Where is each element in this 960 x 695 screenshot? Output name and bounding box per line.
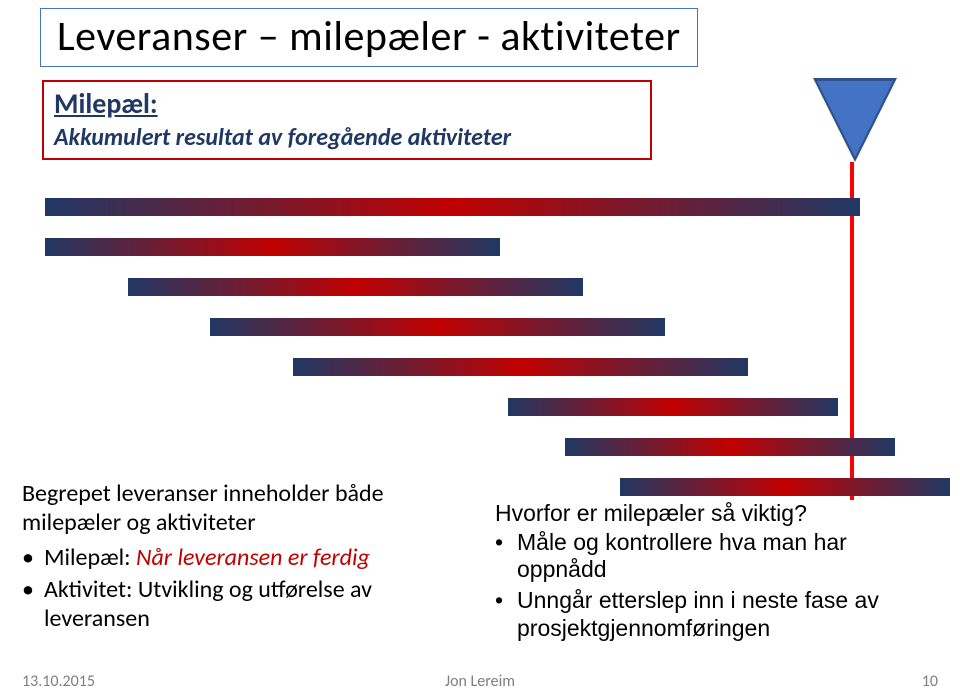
right-bullet2-text: Unngår etterslep inn i neste fase av pro… [517,587,940,641]
milestone-callout-box: Milepæl: Akkumulert resultat av foregåen… [42,80,652,160]
left-bullet-1: • Milepæl: Når leveransen er ferdig [22,544,462,573]
bullet1-italic: Når leveransen er ferdig [136,543,370,572]
right-intro: Hvorfor er milepæler så viktig? [495,500,940,527]
bullet2-text: Aktivitet: Utvikling og utførelse av lev… [44,576,462,634]
right-text-block: Hvorfor er milepæler så viktig? • Måle o… [495,500,940,646]
left-intro: Begrepet leveranser inneholder både mile… [22,480,462,538]
slide-title: Leveranser – milepæler - aktiviteter [57,11,681,62]
title-box: Leveranser – milepæler - aktiviteter [40,8,698,67]
callout-subtitle: Akkumulert resultat av foregående aktivi… [54,123,640,152]
right-bullet1-text: Måle og kontrollere hva man har oppnådd [517,529,940,583]
slide-footer: 13.10.2015 Jon Lereim 10 [22,672,938,691]
left-bullet-2: • Aktivitet: Utvikling og utførelse av l… [22,576,462,634]
gantt-bar-4 [210,318,665,336]
slide: Leveranser – milepæler - aktiviteter Mil… [0,0,960,695]
right-bullet-1: • Måle og kontrollere hva man har oppnåd… [495,529,940,583]
right-bullet-2: • Unngår etterslep inn i neste fase av p… [495,587,940,641]
gantt-bar-7 [565,438,895,456]
gantt-bar-6 [508,398,838,416]
left-text-block: Begrepet leveranser inneholder både mile… [22,480,462,638]
footer-author: Jon Lereim [22,672,938,691]
gantt-bar-2 [45,238,500,256]
gantt-bar-8 [620,478,950,496]
gantt-bar-5 [293,358,748,376]
milestone-marker-icon [813,78,897,162]
gantt-bar-3 [128,278,583,296]
gantt-bar-1 [45,198,860,216]
callout-label: Milepæl: [54,86,640,121]
bullet1-prefix: Milepæl: [44,543,136,572]
